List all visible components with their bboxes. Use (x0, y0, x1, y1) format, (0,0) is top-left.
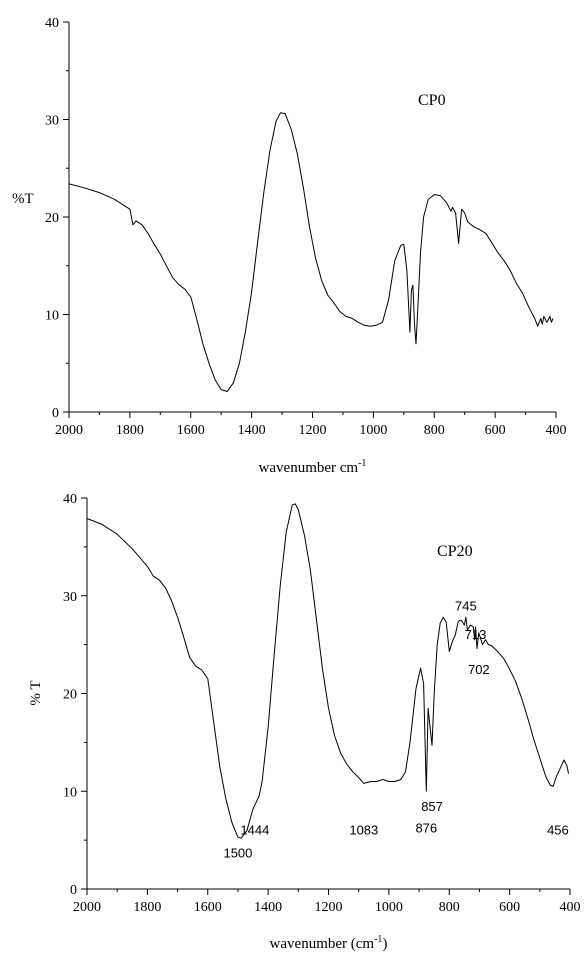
x-tick-label: 1000 (359, 423, 387, 438)
x-axis-label-text: wavenumber (cm (270, 936, 375, 952)
spectrum-line (86, 503, 569, 839)
chart-title: CP20 (437, 543, 473, 560)
x-tick-label: 1400 (254, 900, 282, 915)
y-tick-label: 10 (45, 309, 59, 324)
x-axis-label: wavenumber (cm-1) (270, 934, 388, 952)
x-tick-label: 1600 (194, 900, 222, 915)
x-tick-label: 1000 (375, 900, 403, 915)
y-axis-label: %T (12, 191, 34, 207)
x-axis-label: wavenumber cm-1 (259, 458, 367, 476)
y-tick-label: 20 (63, 688, 77, 703)
x-tick-label: 1200 (315, 900, 343, 915)
y-tick-label: 40 (63, 492, 77, 507)
x-tick-label: 1600 (177, 423, 205, 438)
x-axis-label-text: wavenumber cm (259, 460, 359, 476)
spectrum-line (68, 112, 554, 392)
x-tick-label: 1200 (299, 423, 327, 438)
y-axis-label: % T (28, 680, 44, 705)
y-tick-label: 30 (63, 590, 77, 605)
peak-label: 1444 (240, 822, 269, 837)
x-axis-label-tail: ) (382, 936, 387, 952)
y-tick-label: 0 (52, 406, 59, 421)
x-tick-label: 400 (560, 900, 581, 915)
x-tick-label: 1800 (133, 900, 161, 915)
peak-label: 702 (468, 662, 490, 677)
chart-1: 2000 1800 1600 1400 1200 1000 800 600 400 0 10 20 30… (12, 16, 567, 476)
y-tick-label: 40 (45, 16, 59, 31)
peak-label: 713 (465, 627, 487, 642)
peak-label: 456 (547, 822, 569, 837)
x-tick-label: 600 (485, 423, 506, 438)
peak-label: 857 (421, 799, 443, 814)
x-tick-label: 600 (499, 900, 520, 915)
chart-title: CP0 (418, 92, 446, 109)
peak-label: 1083 (349, 822, 378, 837)
peak-label: 745 (455, 598, 477, 613)
peak-label: 876 (415, 820, 437, 835)
x-tick-label: 400 (546, 423, 567, 438)
peak-label: 1500 (223, 846, 252, 861)
y-tick-label: 0 (70, 883, 77, 898)
y-tick-label: 20 (45, 211, 59, 226)
y-tick-label: 10 (63, 785, 77, 800)
x-tick-label: 2000 (73, 900, 101, 915)
x-axis-label-superscript: -1 (374, 934, 382, 945)
x-tick-label: 1800 (116, 423, 144, 438)
x-tick-label: 2000 (55, 423, 83, 438)
x-tick-label: 1400 (238, 423, 266, 438)
x-axis-label-superscript: -1 (358, 458, 366, 469)
x-tick-label: 800 (424, 423, 445, 438)
chart-2: 2000 1800 1600 1400 1200 1000 800 600 400 0 10 20 30… (28, 492, 581, 952)
y-tick-label: 30 (45, 114, 59, 129)
x-tick-label: 800 (439, 900, 460, 915)
